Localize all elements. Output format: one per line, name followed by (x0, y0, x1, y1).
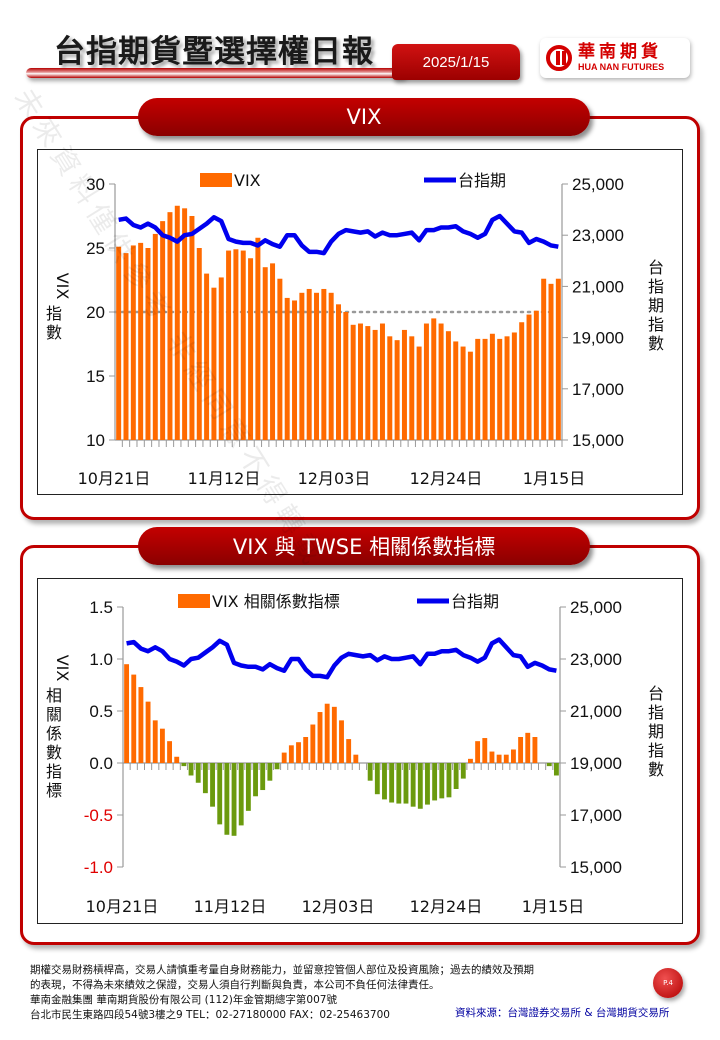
logo-icon (546, 45, 572, 71)
svg-text:25: 25 (86, 239, 105, 258)
correlation-chart: 1.5 1.0 0.5 0.0 -0.5 -1.0 25,000 23,000 21,000 19… (84, 592, 622, 916)
svg-text:15,000: 15,000 (570, 858, 622, 877)
svg-text:10: 10 (86, 431, 105, 450)
data-source: 資料來源：台灣證券交易所 & 台灣期貨交易所 (455, 1007, 670, 1019)
svg-text:19,000: 19,000 (570, 754, 622, 773)
svg-text:10月21日: 10月21日 (86, 897, 159, 916)
corr-right-axis-label: 台指期指數 (647, 684, 664, 779)
svg-text:台指期: 台指期 (458, 171, 506, 190)
svg-text:15,000: 15,000 (572, 431, 624, 450)
svg-text:0.5: 0.5 (89, 702, 113, 721)
section-title-vix: VIX (138, 98, 590, 136)
svg-text:12月03日: 12月03日 (298, 469, 371, 488)
vix-panel (20, 116, 700, 520)
svg-text:25,000: 25,000 (572, 175, 624, 194)
svg-text:1.5: 1.5 (89, 598, 113, 617)
svg-text:-0.5: -0.5 (84, 806, 113, 825)
svg-text:11月12日: 11月12日 (188, 469, 261, 488)
corr-left-axis-label: VIX 相關係數指標 (45, 654, 72, 800)
svg-text:17,000: 17,000 (570, 806, 622, 825)
page-title: 台指期貨暨選擇權日報 (54, 34, 374, 70)
svg-text:17,000: 17,000 (572, 380, 624, 399)
svg-text:10月21日: 10月21日 (78, 469, 151, 488)
svg-text:VIX: VIX (234, 171, 261, 190)
vix-chart: 30 25 20 15 10 25,000 23,000 21,000 19,000 17,000… (78, 171, 624, 488)
disclaimer-line-2: 的表現，不得為未來績效之保證，交易人須自行判斷與負責，本公司不負任何法律責任。 (30, 979, 440, 991)
company-info: 華南金融集團 華南期貨股份有限公司 (112)年金管期總字第007號 (30, 994, 337, 1006)
svg-text:VIX 相關係數指標: VIX 相關係數指標 (212, 592, 340, 611)
vix-left-axis-label: VIX 指數 (45, 272, 72, 342)
correlation-chart-frame (37, 578, 683, 924)
disclaimer-line-1: 期權交易財務槓桿高，交易人請慎重考量自身財務能力，並留意控管個人部位及投資風險；… (30, 964, 534, 976)
logo-name-cn: 華南期貨 (578, 42, 662, 62)
svg-text:0.0: 0.0 (89, 754, 113, 773)
svg-text:1月15日: 1月15日 (522, 897, 585, 916)
svg-text:23,000: 23,000 (570, 650, 622, 669)
svg-text:15: 15 (86, 367, 105, 386)
page-number-badge: P.4 (653, 968, 683, 998)
footer-disclaimer: 期權交易財務槓桿高，交易人請慎重考量自身財務能力，並留意控管個人部位及投資風險；… (30, 963, 534, 1023)
svg-text:21,000: 21,000 (570, 702, 622, 721)
svg-text:12月24日: 12月24日 (410, 469, 483, 488)
logo-name-en: HUA NAN FUTURES (578, 62, 665, 72)
report-date: 2025/1/15 (392, 44, 520, 80)
svg-text:20: 20 (86, 303, 105, 322)
company-address: 台北市民生東路四段54號3樓之9 TEL：02-27180000 FAX：02-… (30, 1009, 390, 1021)
section-title-correlation: VIX 與 TWSE 相關係數指標 (138, 527, 590, 565)
svg-text:1.0: 1.0 (89, 650, 113, 669)
header-divider (26, 68, 406, 78)
svg-text:25,000: 25,000 (570, 598, 622, 617)
svg-text:-1.0: -1.0 (84, 858, 113, 877)
svg-text:12月03日: 12月03日 (302, 897, 375, 916)
svg-text:19,000: 19,000 (572, 329, 624, 348)
svg-text:23,000: 23,000 (572, 226, 624, 245)
svg-text:12月24日: 12月24日 (410, 897, 483, 916)
svg-text:30: 30 (86, 175, 105, 194)
svg-text:台指期: 台指期 (451, 592, 499, 611)
svg-text:11月12日: 11月12日 (194, 897, 267, 916)
company-logo: 華南期貨 HUA NAN FUTURES (540, 38, 690, 78)
svg-text:1月15日: 1月15日 (523, 469, 586, 488)
vix-right-axis-label: 台指期指數 (647, 258, 664, 353)
svg-text:21,000: 21,000 (572, 277, 624, 296)
